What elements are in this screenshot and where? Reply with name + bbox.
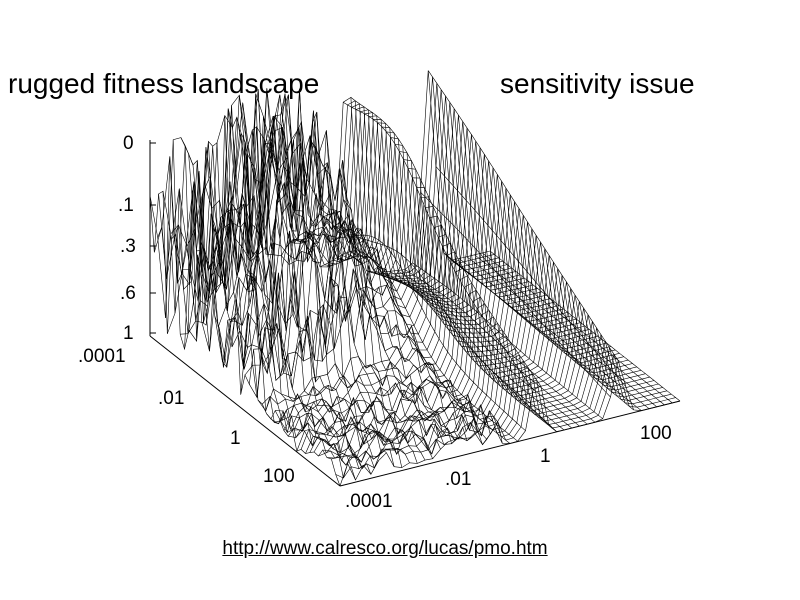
mesh-line — [296, 210, 488, 446]
right-axis-label: 1 — [540, 446, 551, 467]
mesh-line — [288, 210, 480, 434]
left-axis-label: 1 — [230, 428, 241, 449]
mesh-line — [188, 147, 379, 469]
mesh-line — [265, 110, 457, 445]
left-axis-label: .0001 — [78, 346, 126, 367]
mesh-line — [358, 237, 549, 425]
mesh-line — [149, 190, 341, 487]
right-axis — [339, 400, 681, 487]
heading: sensitivity issue — [500, 68, 695, 99]
mesh-line — [343, 101, 534, 390]
mesh-line — [273, 88, 464, 441]
right-axis-label: .0001 — [345, 491, 393, 512]
z-axis-label: .3 — [120, 236, 136, 257]
mesh-line — [165, 156, 356, 481]
mesh-line — [389, 271, 580, 427]
z-axis-label: 0 — [123, 133, 134, 154]
mesh-line — [234, 95, 426, 461]
mesh-line — [474, 254, 665, 406]
right-axis-label: 100 — [640, 423, 672, 444]
mesh-line — [211, 115, 403, 468]
mesh-line — [366, 270, 557, 432]
mesh-line — [281, 208, 472, 442]
left-axis — [149, 335, 341, 487]
mesh-line — [257, 88, 449, 446]
mesh-line — [427, 70, 619, 361]
mesh-line — [451, 259, 642, 411]
mesh-line — [335, 234, 526, 431]
link[interactable]: http://www.calresco.org/lucas/pmo.htm — [222, 538, 548, 559]
mesh-line — [466, 256, 657, 408]
mesh-line — [373, 271, 565, 431]
mesh-line — [420, 191, 611, 398]
mesh-line — [443, 252, 634, 411]
figure-background — [80, 120, 680, 525]
mesh-line — [172, 139, 364, 470]
mesh-line — [250, 93, 441, 455]
mesh-line — [350, 97, 542, 387]
wireframe-mesh — [149, 70, 681, 487]
mesh-line — [242, 93, 433, 459]
z-axis-label: .1 — [118, 195, 134, 216]
mesh-line — [327, 255, 518, 442]
axes — [149, 140, 681, 487]
mesh-line — [435, 166, 627, 387]
mesh-line — [404, 269, 596, 423]
left-axis-label: 100 — [263, 466, 295, 487]
mesh-line — [157, 188, 348, 479]
z-axis-label: .6 — [120, 283, 136, 304]
z-axis-label: 1 — [123, 323, 134, 344]
mesh-line — [227, 105, 418, 464]
mesh-line — [458, 258, 650, 409]
mesh-line — [381, 271, 572, 429]
mesh-line — [412, 262, 603, 419]
mesh-line — [489, 250, 681, 402]
left-axis-label: .01 — [158, 388, 184, 409]
mesh-line — [304, 218, 495, 437]
mesh-line — [319, 250, 511, 444]
mesh-line — [482, 252, 673, 404]
mesh-line — [397, 270, 588, 425]
right-axis-label: .01 — [445, 469, 471, 490]
mesh-line — [312, 229, 503, 444]
